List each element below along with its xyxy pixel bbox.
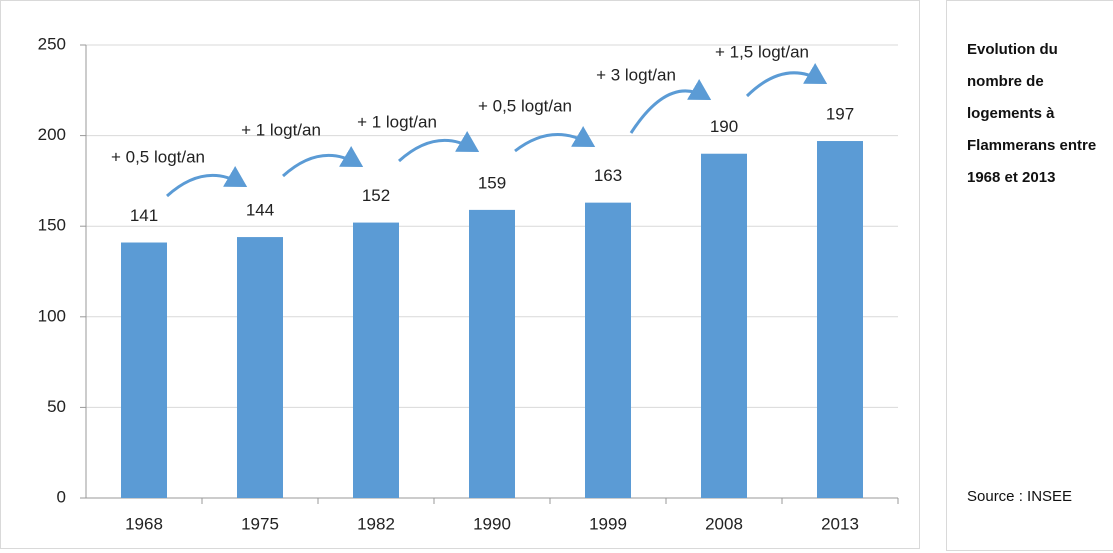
annotation: + 0,5 logt/an [478,96,572,115]
data-label: 152 [362,186,390,205]
bar [353,222,399,499]
y-tick-label: 150 [38,216,66,235]
side-title: Evolution du nombre de logements à Flamm… [967,41,1097,186]
annotation: + 1 logt/an [357,112,437,131]
x-tick-label: 2013 [821,514,859,533]
annotation: + 3 logt/an [596,65,676,84]
annotation: + 0,5 logt/an [111,147,205,166]
chart-frame: 0 50 100 150 200 250 1968 141 1975 144 1982 152 1990… [0,0,920,549]
bar [469,209,515,498]
annotation-arrow [629,79,712,134]
annotation: + 1 logt/an [241,120,321,139]
data-label: 141 [130,206,158,225]
y-tick-label: 100 [38,306,66,325]
data-label: 159 [478,173,506,192]
bar [701,153,747,498]
y-tick-label: 0 [57,487,66,506]
y-tick-label: 50 [47,397,66,416]
x-tick-label: 1999 [589,514,627,533]
x-tick-label: 1982 [357,514,395,533]
y-tick-label: 200 [38,125,66,144]
data-label: 190 [710,117,738,136]
x-tick-label: 1990 [473,514,511,533]
y-tick-label: 250 [38,34,66,53]
side-panel: Evolution du nombre de logements à Flamm… [946,0,1113,551]
annotation-arrow [745,63,828,98]
data-label: 144 [246,201,274,220]
annotation: + 1,5 logt/an [715,42,809,61]
annotation-arrow [397,131,480,163]
annotation-arrow [514,126,596,153]
x-tick-label: 1968 [125,514,163,533]
x-tick-label: 2008 [705,514,743,533]
annotation-arrow [281,146,364,178]
data-label: 163 [594,166,622,185]
source: Source : INSEE [967,488,1073,505]
x-tick-label: 1975 [241,514,279,533]
bar [237,237,283,498]
data-label: 197 [826,105,854,124]
annotation-arrow [165,166,248,198]
bar [817,141,863,498]
bar [585,202,631,499]
bar [121,242,167,498]
chart: 0 50 100 150 200 250 1968 141 1975 144 1982 152 1990… [38,34,899,533]
